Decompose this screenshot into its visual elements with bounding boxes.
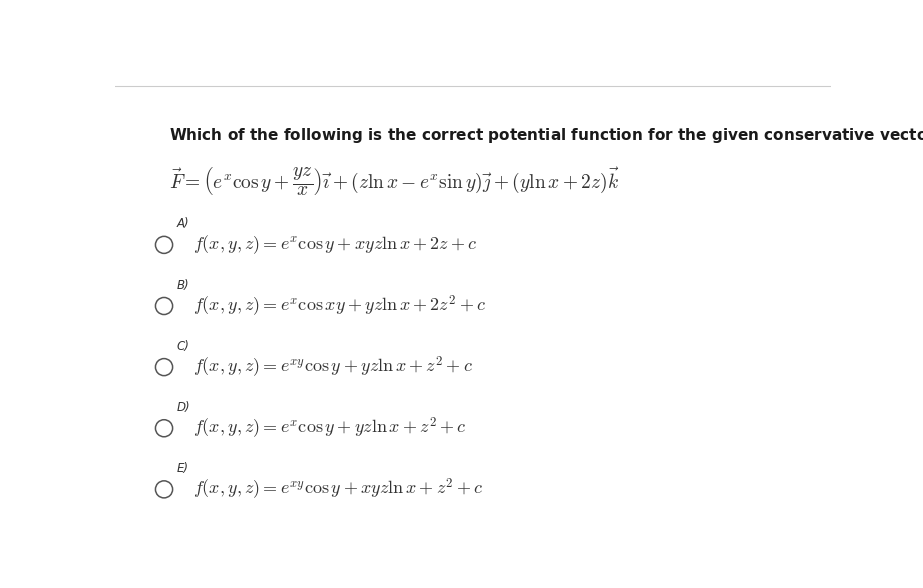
Text: A): A) [177,218,189,230]
Text: $f(x, y, z) = e^{xy} \cos y + yz\ln x + z^2 + c$: $f(x, y, z) = e^{xy} \cos y + yz\ln x + … [193,355,473,380]
Text: D): D) [177,401,190,414]
Text: $f(x, y, z) = e^x \cos y + xyz\ln x + 2z + c$: $f(x, y, z) = e^x \cos y + xyz\ln x + 2z… [193,233,477,256]
Text: $f(x, y, z) = e^x \cos y + yz\ln x + z^2 + c$: $f(x, y, z) = e^x \cos y + yz\ln x + z^2… [193,416,466,441]
Text: Which of the following is the correct potential function for the given conservat: Which of the following is the correct po… [169,123,923,146]
Text: $f(x, y, z) = e^x \cos xy + yz\ln x + 2z^2 + c$: $f(x, y, z) = e^x \cos xy + yz\ln x + 2z… [193,293,485,319]
Text: E): E) [177,462,189,475]
Text: $\vec{F} = \left(e^x \cos y + \dfrac{yz}{x}\right)\vec{\imath} + (z\ln x - e^x \: $\vec{F} = \left(e^x \cos y + \dfrac{yz}… [169,165,619,198]
Text: $f(x, y, z) = e^{xy} \cos y + xyz\ln x + z^2 + c$: $f(x, y, z) = e^{xy} \cos y + xyz\ln x +… [193,477,483,502]
Text: B): B) [177,279,189,292]
Text: C): C) [177,340,190,353]
